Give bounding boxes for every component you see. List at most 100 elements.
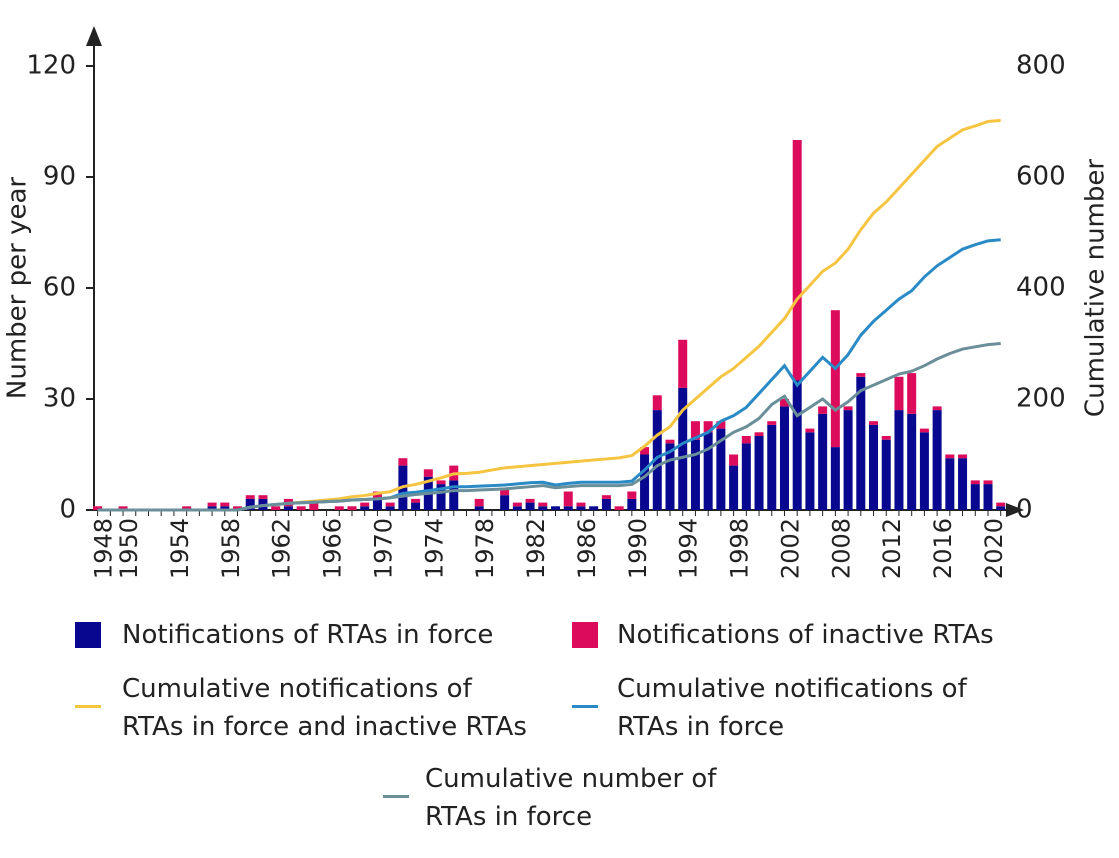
bar <box>830 310 840 448</box>
bar <box>207 502 217 507</box>
bar <box>640 454 650 510</box>
bar <box>767 421 777 425</box>
bar <box>411 502 421 510</box>
legend-label: Cumulative notifications of RTAs in forc… <box>122 674 527 742</box>
bar <box>449 480 459 510</box>
bar <box>118 506 128 510</box>
bar <box>93 506 103 510</box>
bar <box>411 498 421 503</box>
y-tick-label: 30 <box>43 384 76 414</box>
bar <box>843 406 853 411</box>
bar <box>792 140 802 381</box>
bar <box>970 484 980 510</box>
bar <box>665 439 675 444</box>
bar <box>258 495 268 499</box>
bar <box>678 339 688 388</box>
bar <box>525 502 535 510</box>
bar <box>869 424 879 510</box>
bar <box>220 502 230 507</box>
x-tick-label: 1974 <box>420 518 448 579</box>
bar <box>767 424 777 510</box>
bar <box>538 506 548 510</box>
bar <box>283 506 293 510</box>
bar <box>525 498 535 503</box>
legend-label: Notifications of RTAs in force <box>122 620 494 650</box>
x-tick-label: 1954 <box>166 518 194 579</box>
y2-tick-label: 200 <box>1016 384 1066 414</box>
y-tick-label: 0 <box>59 495 76 525</box>
bar <box>360 506 370 510</box>
bar <box>881 439 891 510</box>
bar <box>741 443 751 510</box>
bar <box>703 432 713 510</box>
bar <box>233 506 243 510</box>
y-axis-label: Number per year <box>3 177 33 399</box>
x-tick-label: 1978 <box>471 518 499 579</box>
bar <box>665 443 675 510</box>
bar <box>347 506 357 510</box>
bar <box>805 428 815 433</box>
bar <box>652 410 662 510</box>
bar <box>830 447 840 510</box>
x-tick-label: 2012 <box>878 518 906 579</box>
legend-label: Cumulative number of RTAs in force <box>425 764 717 832</box>
bar <box>398 458 408 466</box>
bar <box>576 502 586 507</box>
x-tick-label: 2002 <box>776 518 804 579</box>
bar <box>741 436 751 444</box>
bar <box>818 413 828 510</box>
bar <box>919 432 929 510</box>
bar <box>907 373 917 414</box>
bar <box>372 491 382 499</box>
bar <box>919 428 929 433</box>
bar <box>652 395 662 411</box>
y2-tick-label: 800 <box>1016 51 1066 81</box>
bar <box>589 506 599 510</box>
bar <box>474 498 484 507</box>
line <box>97 342 1001 512</box>
x-tick-label: 1958 <box>217 518 245 579</box>
bar <box>601 495 611 499</box>
bar <box>182 506 192 510</box>
bar <box>296 506 306 510</box>
bar <box>945 454 955 459</box>
y2-axis-label: Cumulative number <box>1081 159 1111 417</box>
legend-swatch <box>572 622 598 648</box>
bar <box>970 480 980 485</box>
bar <box>996 502 1006 507</box>
legend-label: Notifications of inactive RTAs <box>617 620 994 650</box>
bar <box>729 465 739 510</box>
bar <box>385 502 395 507</box>
bar <box>932 410 942 510</box>
x-tick-label: 1986 <box>573 518 601 579</box>
bar <box>245 495 255 499</box>
bar <box>436 480 446 485</box>
bar <box>856 376 866 510</box>
bar <box>945 458 955 510</box>
bar <box>500 487 510 496</box>
bar <box>716 428 726 510</box>
bar <box>512 506 522 510</box>
y-tick-label: 60 <box>43 273 76 303</box>
bar <box>703 421 713 433</box>
y-tick-label: 120 <box>26 51 76 81</box>
bar <box>869 421 879 425</box>
bar <box>563 506 573 510</box>
bar <box>983 484 993 510</box>
bar <box>538 502 548 507</box>
bar <box>245 498 255 510</box>
bar <box>881 436 891 440</box>
bar <box>309 502 319 510</box>
bar <box>271 506 281 510</box>
bar <box>627 491 637 499</box>
bar <box>894 376 904 411</box>
bar <box>614 506 624 510</box>
bar <box>385 506 395 510</box>
bar <box>627 498 637 510</box>
bar <box>843 410 853 510</box>
bar <box>207 506 217 510</box>
bar <box>958 454 968 459</box>
bar <box>690 439 700 510</box>
bar <box>512 502 522 507</box>
x-tick-label: 1982 <box>522 518 550 579</box>
